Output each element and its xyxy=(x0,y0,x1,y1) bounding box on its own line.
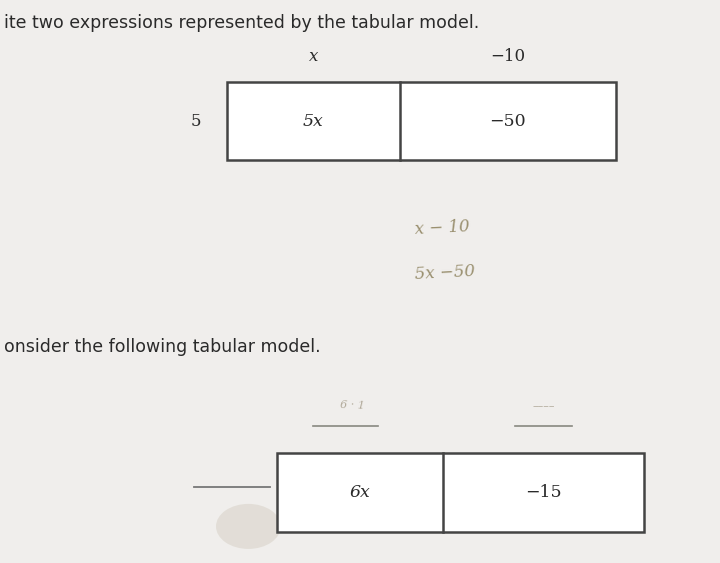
Text: onsider the following tabular model.: onsider the following tabular model. xyxy=(4,338,320,356)
Bar xyxy=(227,82,616,160)
Text: 5: 5 xyxy=(191,113,202,129)
Ellipse shape xyxy=(216,504,281,549)
Text: ite two expressions represented by the tabular model.: ite two expressions represented by the t… xyxy=(4,14,479,32)
Text: 6 · 1: 6 · 1 xyxy=(341,400,365,411)
Text: 5x: 5x xyxy=(303,113,323,129)
Bar xyxy=(277,453,644,532)
Text: ––––: –––– xyxy=(532,401,555,411)
Text: −10: −10 xyxy=(490,48,525,65)
Text: −15: −15 xyxy=(526,484,562,501)
Text: x − 10: x − 10 xyxy=(414,218,470,238)
Text: −50: −50 xyxy=(490,113,526,129)
Text: 6x: 6x xyxy=(350,484,370,501)
Text: x: x xyxy=(308,48,318,65)
Text: 5x −50: 5x −50 xyxy=(414,263,475,283)
